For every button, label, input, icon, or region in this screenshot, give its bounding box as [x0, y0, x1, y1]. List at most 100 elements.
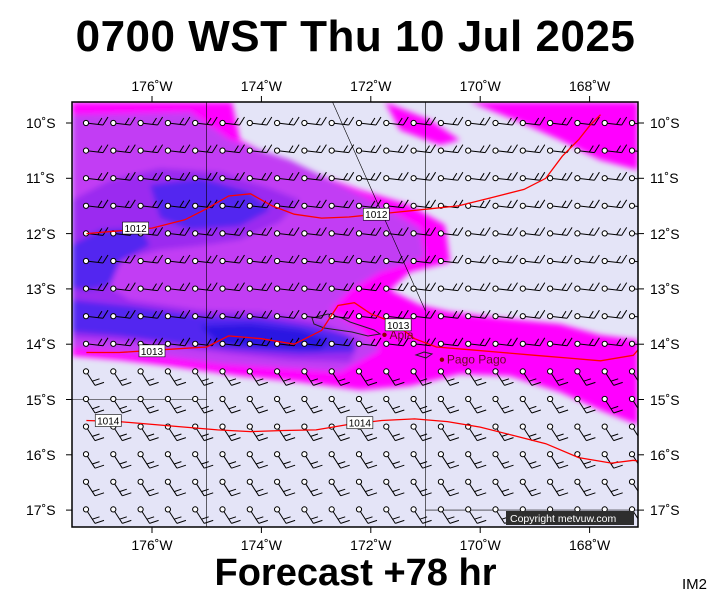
wind-barb: [82, 368, 105, 386]
wind-barb: [410, 478, 432, 497]
wind-barb: [492, 254, 518, 265]
wind-barb: [410, 282, 437, 292]
isobar-label: 1014: [346, 416, 374, 430]
wind-barb: [519, 451, 541, 469]
wind-barb: [547, 423, 569, 442]
wind-barb: [492, 451, 514, 469]
wind-barb: [355, 116, 382, 127]
wind-barb: [355, 368, 378, 386]
wind-barb: [246, 282, 273, 292]
wind-barb: [410, 309, 437, 320]
wind-barb: [328, 368, 350, 386]
isobar-line: [86, 114, 601, 235]
wind-barb: [519, 309, 546, 320]
wind-barb: [301, 199, 327, 209]
wind-barb: [246, 116, 273, 127]
wind-barb: [383, 254, 409, 265]
lon-label-top: 172˚W: [350, 78, 392, 94]
wind-barb: [219, 282, 245, 292]
wind-barb: [383, 282, 409, 292]
lat-label-left: 15˚S: [26, 391, 56, 408]
wind-barb: [192, 116, 218, 127]
wind-barb: [383, 368, 405, 386]
wind-barb: [437, 506, 460, 524]
wind-barb: [219, 116, 245, 127]
wind-barb: [164, 254, 191, 265]
lat-label-right: 11˚S: [650, 170, 679, 187]
wind-barb: [82, 337, 109, 347]
wind-barb: [547, 309, 573, 320]
wind-barb: [137, 309, 164, 320]
wind-barb: [601, 395, 623, 414]
lon-label-bottom: 172˚W: [350, 537, 392, 553]
wind-barb: [82, 282, 109, 292]
wind-barb: [519, 254, 546, 265]
wind-barb: [601, 144, 628, 154]
wind-barb: [301, 506, 323, 524]
lon-label-top: 170˚W: [459, 78, 501, 94]
wind-barb: [137, 144, 164, 154]
isobar-value: 1014: [349, 419, 372, 430]
axis-ticks: [66, 96, 644, 533]
wind-barb: [601, 116, 628, 127]
place-apia: Apia: [382, 328, 414, 342]
isobar-label: 1014: [94, 414, 122, 428]
wind-barb: [219, 199, 245, 209]
wind-barb: [383, 395, 405, 414]
wind-barb: [574, 254, 600, 265]
isobar-label: 1012: [362, 207, 390, 221]
rain-band-magenta-top: [405, 102, 638, 170]
wind-barb: [410, 171, 437, 182]
wind-barb: [519, 199, 546, 209]
wind-barb: [219, 451, 241, 469]
wind-barb: [601, 337, 628, 347]
rain-band-blue-centre: [150, 178, 270, 230]
wind-barb: [137, 506, 159, 524]
wind-barb: [383, 309, 409, 320]
wind-barb: [328, 171, 355, 182]
wind-barb: [628, 368, 638, 382]
wind-barb: [137, 451, 159, 469]
wind-barb: [437, 171, 464, 182]
lon-label-bottom: 168˚W: [568, 537, 611, 553]
wind-barb: [574, 144, 600, 154]
wind-barb: [274, 451, 296, 469]
wind-barb: [246, 478, 268, 497]
wind-barb: [301, 254, 327, 265]
wind-barb: [301, 478, 323, 497]
wind-barb: [274, 144, 300, 154]
wind-barb: [301, 451, 323, 469]
wind-barb: [246, 144, 273, 154]
wind-barb: [192, 144, 218, 154]
wind-barb: [492, 116, 518, 127]
wind-barb: [410, 116, 437, 127]
wind-barb: [110, 254, 136, 265]
rain-band-deep-blue: [200, 324, 330, 350]
wind-barb: [110, 506, 132, 524]
wind-barb: [82, 423, 105, 442]
wind-barb: [164, 478, 187, 497]
wind-barb: [137, 116, 164, 127]
lon-label-bottom: 170˚W: [459, 537, 501, 553]
wind-barb: [274, 171, 300, 182]
wind-barb: [437, 337, 464, 347]
wind-barb: [383, 423, 405, 442]
wind-barb: [628, 119, 638, 127]
wind-barb: [328, 451, 350, 469]
wind-barb: [465, 309, 491, 320]
wind-barb: [383, 478, 405, 497]
wind-barb: [301, 423, 323, 442]
wind-barb: [437, 144, 464, 154]
wind-barb: [137, 282, 164, 292]
wind-barb: [519, 282, 546, 292]
wind-barb: [410, 227, 437, 237]
wind-barb: [492, 309, 518, 320]
wind-barb: [355, 144, 382, 154]
lat-label-left: 12˚S: [26, 225, 56, 242]
wind-barb: [628, 313, 638, 320]
wind-barb: [601, 254, 628, 265]
wind-barb: [547, 254, 573, 265]
wind-barb: [355, 171, 382, 182]
wind-barb: [82, 451, 105, 469]
wind-barb: [547, 227, 573, 237]
